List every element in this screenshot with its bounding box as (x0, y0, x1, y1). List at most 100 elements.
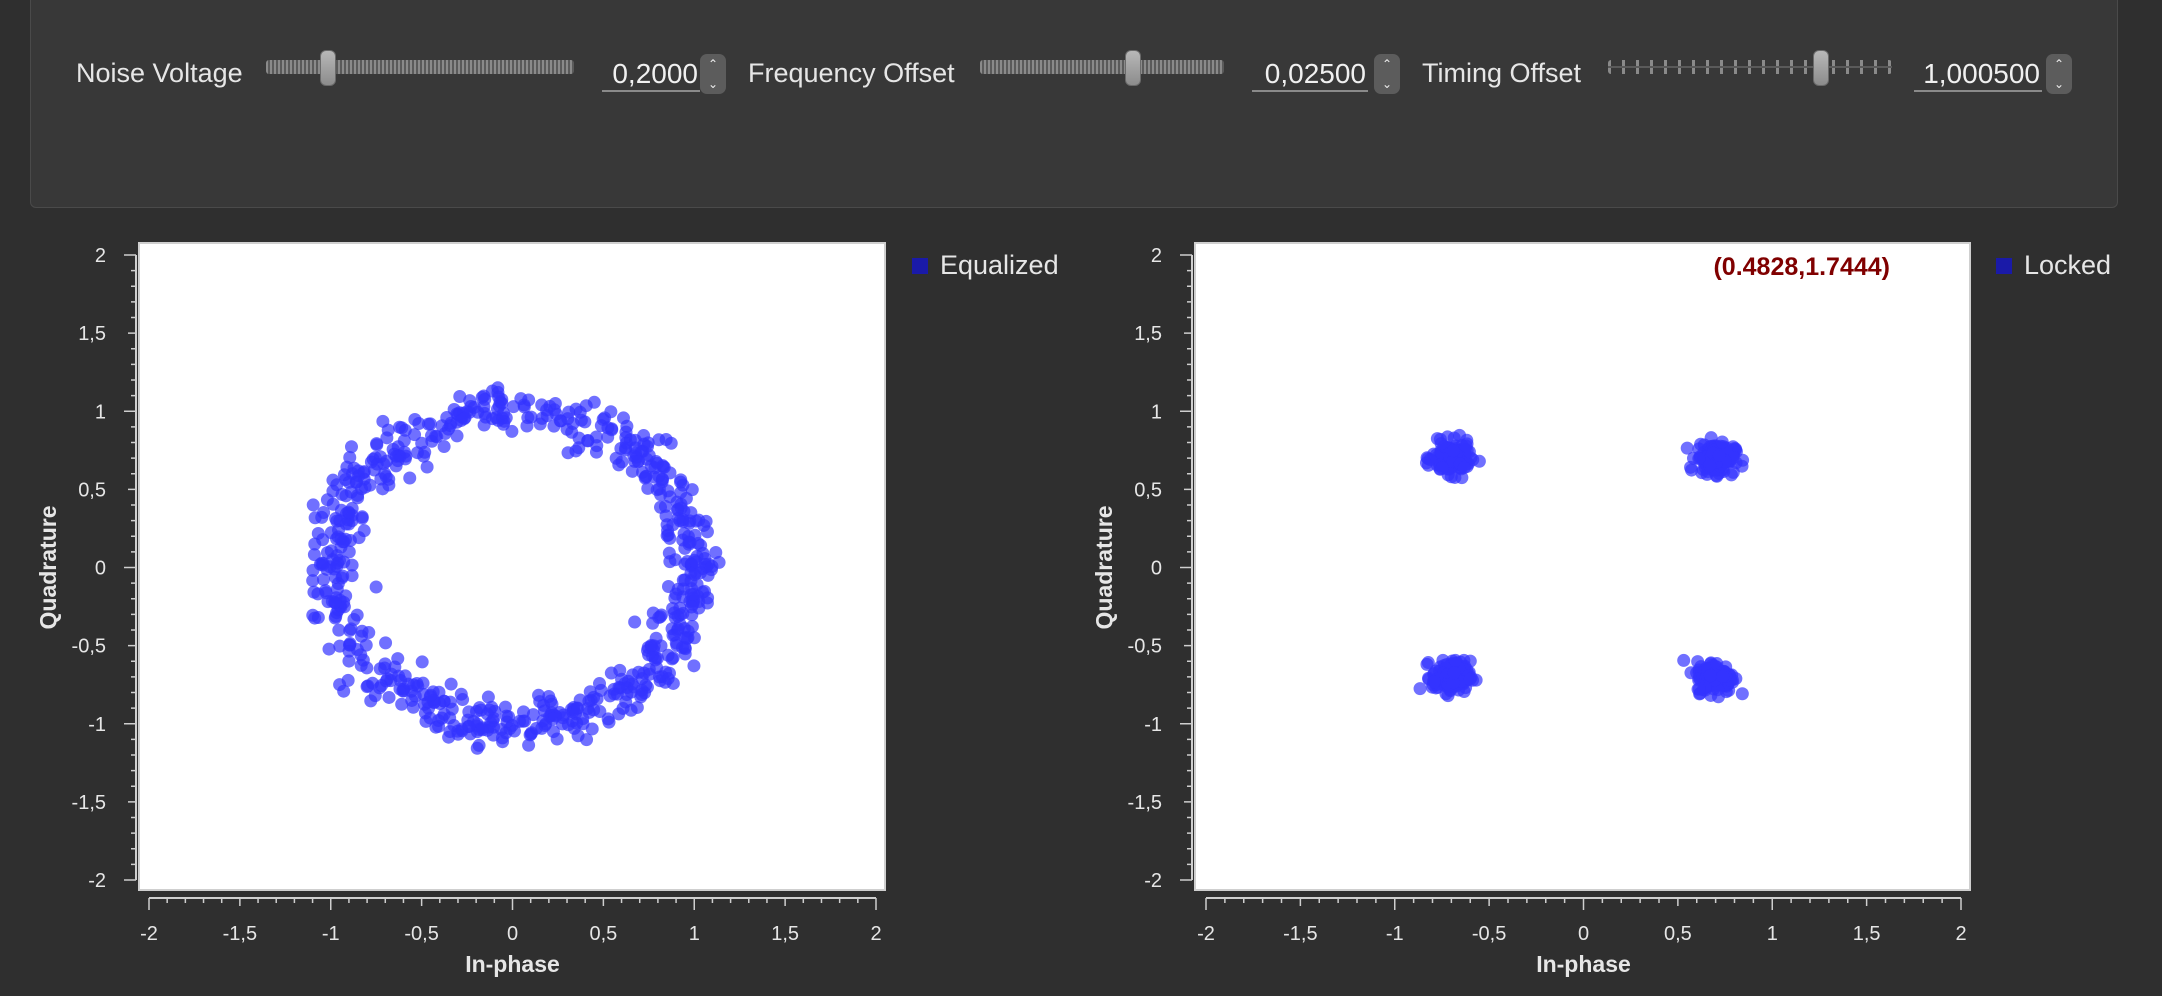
data-point (307, 585, 321, 599)
noise-voltage-label: Noise Voltage (76, 58, 243, 88)
noise-voltage-value[interactable]: 0,2000 (602, 58, 700, 92)
data-point (343, 638, 357, 652)
frequency-offset-spinbox[interactable]: ⌃ ⌄ (1374, 54, 1400, 94)
data-point (546, 712, 560, 726)
data-point (1435, 461, 1449, 475)
data-point (694, 566, 708, 580)
data-point (491, 402, 505, 416)
chevron-down-icon[interactable]: ⌄ (707, 77, 719, 91)
y-tick-label: 2 (1151, 245, 1162, 267)
data-point (421, 417, 435, 431)
plot-canvas[interactable] (1194, 242, 1971, 891)
frequency-offset-label: Frequency Offset (748, 58, 955, 88)
legend-equalized: Equalized (940, 250, 1059, 280)
data-point (394, 674, 408, 688)
data-point (1685, 463, 1699, 477)
data-point (522, 738, 536, 752)
data-point (623, 433, 637, 447)
data-point (472, 738, 486, 752)
data-point (1446, 444, 1460, 458)
data-point (546, 725, 560, 739)
frequency-offset-slider-thumb[interactable] (1124, 50, 1141, 86)
timing-offset-slider[interactable] (1608, 50, 1892, 86)
x-tick-label: 1,5 (771, 923, 799, 945)
data-point (1715, 435, 1729, 449)
data-point (709, 545, 723, 559)
data-point (505, 424, 519, 438)
data-point (666, 651, 680, 665)
data-points-locked (1413, 428, 1750, 704)
data-point (443, 695, 457, 709)
data-point (517, 400, 531, 414)
data-point (1692, 682, 1706, 696)
frequency-offset-slider[interactable] (980, 50, 1224, 86)
chevron-down-icon[interactable]: ⌄ (2053, 77, 2065, 91)
chevron-up-icon[interactable]: ⌃ (707, 57, 719, 71)
x-tick-label: 1 (1767, 923, 1778, 945)
data-point (395, 697, 409, 711)
data-point (306, 498, 320, 512)
data-point (486, 728, 500, 742)
plot-canvas[interactable] (138, 242, 886, 891)
data-point (408, 412, 422, 426)
x-tick-label: 2 (870, 923, 881, 945)
data-point (369, 580, 383, 594)
data-point (624, 685, 638, 699)
data-point (1459, 439, 1473, 453)
data-point (443, 725, 457, 739)
data-point (1421, 656, 1435, 670)
data-point (333, 514, 347, 528)
timing-offset-value[interactable]: 1,000500 (1914, 58, 2042, 92)
data-point (678, 647, 692, 661)
data-point (692, 513, 706, 527)
data-point (364, 694, 378, 708)
data-point (481, 690, 495, 704)
timing-offset-slider-thumb[interactable] (1813, 50, 1829, 86)
timing-offset-spinbox[interactable]: ⌃ ⌄ (2046, 54, 2072, 94)
data-points-equalized (306, 381, 726, 755)
data-point (583, 685, 597, 699)
data-point (324, 526, 338, 540)
data-point (351, 491, 365, 505)
chevron-up-icon[interactable]: ⌃ (1381, 57, 1393, 71)
data-point (474, 703, 488, 717)
data-point (376, 482, 390, 496)
y-tick-label: -1 (1144, 714, 1162, 736)
data-point (604, 666, 618, 680)
data-point (320, 562, 334, 576)
y-tick-label: 1,5 (78, 323, 106, 345)
y-tick-label: 0,5 (78, 479, 106, 501)
noise-voltage-slider[interactable] (266, 50, 574, 86)
y-axis-label: Quadrature (1091, 506, 1117, 630)
noise-voltage-spinbox[interactable]: ⌃ ⌄ (700, 54, 726, 94)
constellation-plot-1: 2 1,5 1 0,5 0 -0,5 -1 -1,5 -2 Quadrature -2 -1,5 -1 -… (35, 242, 886, 977)
data-point (339, 532, 353, 546)
data-point (339, 473, 353, 487)
data-point (343, 624, 357, 638)
y-tick-label: -1,5 (72, 792, 106, 814)
data-point (662, 666, 676, 680)
x-tick-label: -2 (140, 923, 158, 945)
chevron-down-icon[interactable]: ⌄ (1381, 77, 1393, 91)
data-point (581, 434, 595, 448)
y-tick-label: -2 (1144, 870, 1162, 892)
data-point (654, 608, 668, 622)
data-point (700, 525, 714, 539)
data-point (674, 473, 688, 487)
frequency-offset-value[interactable]: 0,02500 (1252, 58, 1368, 92)
x-tick-label: 2 (1955, 923, 1966, 945)
data-point (1463, 672, 1477, 686)
x-tick-label: 0,5 (589, 923, 617, 945)
control-panel (30, 0, 2118, 208)
data-point (661, 524, 675, 538)
noise-voltage-slider-thumb[interactable] (319, 50, 336, 86)
data-point (444, 677, 458, 691)
data-point (492, 390, 506, 404)
data-point (605, 423, 619, 437)
chevron-up-icon[interactable]: ⌃ (2053, 57, 2065, 71)
data-point (689, 555, 703, 569)
data-point (694, 538, 708, 552)
timing-offset-label: Timing Offset (1422, 58, 1582, 88)
data-point (664, 436, 678, 450)
data-point (360, 661, 374, 675)
